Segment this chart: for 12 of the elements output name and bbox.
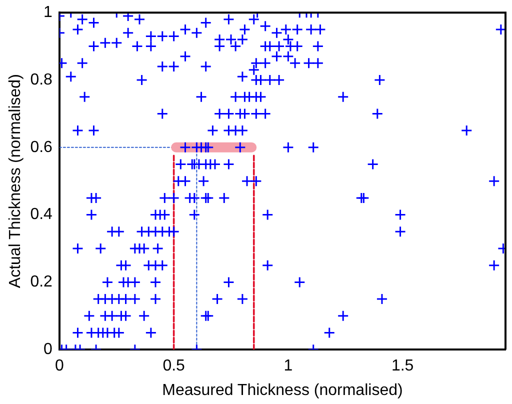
y-tick-label: 0 bbox=[44, 341, 53, 358]
y-tick-label: 0.4 bbox=[30, 206, 53, 224]
x-tick-label: 1.5 bbox=[391, 358, 414, 375]
y-tick-label: 0.2 bbox=[30, 274, 53, 291]
x-tick-label: 0.5 bbox=[162, 358, 186, 375]
x-tick-label: 0 bbox=[54, 358, 64, 375]
x-axis-title: Measured Thickness (normalised) bbox=[162, 382, 403, 399]
y-tick-label: 0.6 bbox=[30, 138, 53, 156]
x-tick-label: 1 bbox=[284, 358, 293, 375]
y-tick-label: 1 bbox=[44, 4, 53, 22]
y-tick-label: 0.8 bbox=[30, 71, 53, 88]
y-axis-title: Actual Thickness (normalised) bbox=[7, 74, 24, 288]
